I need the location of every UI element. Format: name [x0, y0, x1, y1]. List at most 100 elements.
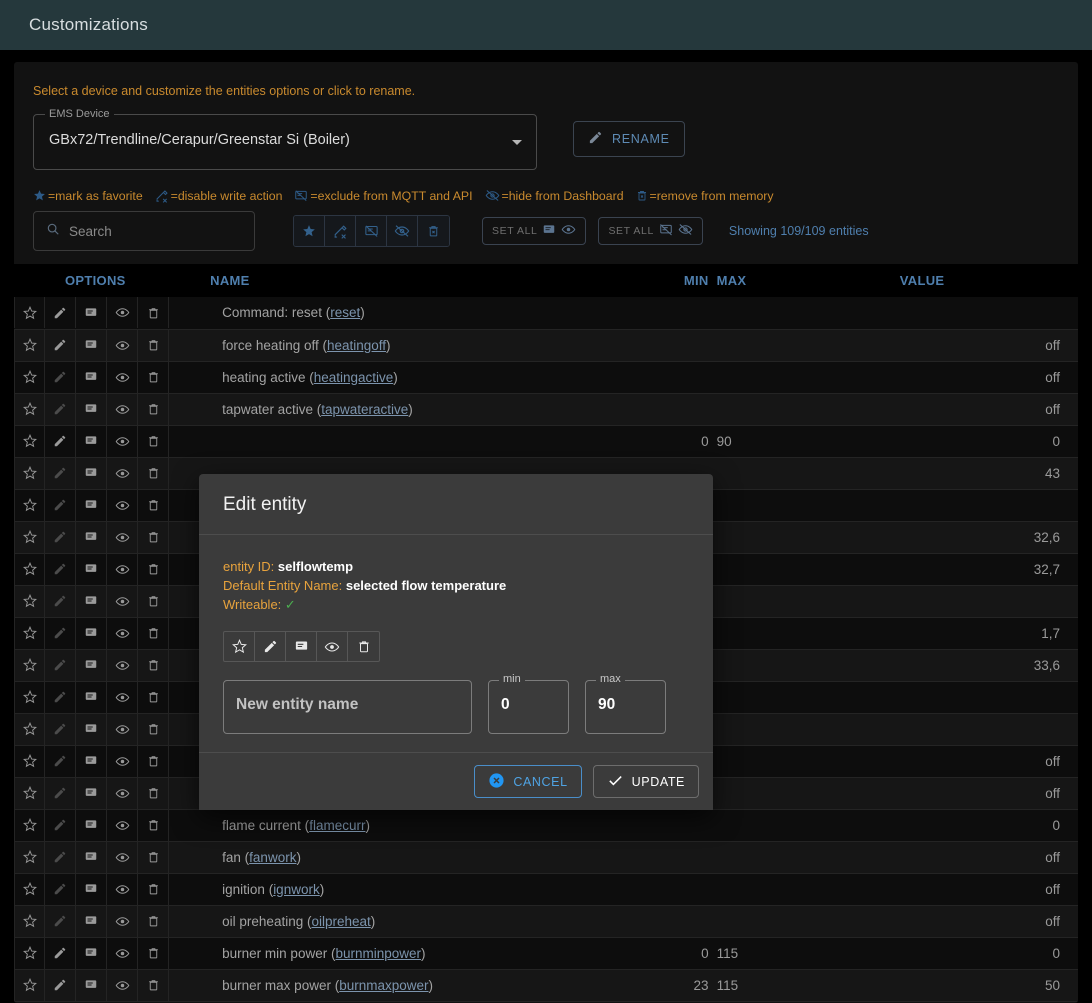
row-delete-button[interactable] — [138, 393, 169, 425]
row-favorite-button[interactable] — [14, 649, 45, 681]
row-visibility-button[interactable] — [107, 329, 138, 361]
row-delete-button[interactable] — [138, 745, 169, 777]
rename-button[interactable]: RENAME — [573, 121, 685, 157]
set-all-hide-button[interactable]: SET ALL — [598, 217, 703, 245]
row-visibility-button[interactable] — [107, 841, 138, 873]
row-delete-button[interactable] — [138, 553, 169, 585]
row-edit-button[interactable] — [45, 521, 76, 553]
table-row[interactable]: heating active (heatingactive) off — [14, 361, 1078, 394]
row-edit-button[interactable] — [45, 777, 76, 809]
column-header-name[interactable]: NAME — [210, 264, 574, 297]
row-comment-button[interactable] — [76, 393, 107, 425]
row-favorite-button[interactable] — [14, 841, 45, 873]
row-comment-button[interactable] — [76, 457, 107, 489]
table-row[interactable]: 0 90 0 — [14, 425, 1078, 458]
row-edit-button[interactable] — [45, 713, 76, 745]
min-field[interactable]: min 0 — [488, 673, 569, 734]
set-all-show-button[interactable]: SET ALL — [482, 217, 587, 245]
table-row[interactable]: oil preheating (oilpreheat) off — [14, 905, 1078, 938]
row-edit-button[interactable] — [45, 681, 76, 713]
dialog-edit-button[interactable] — [255, 632, 286, 661]
set-all-favorite-button[interactable] — [294, 216, 325, 246]
row-favorite-button[interactable] — [14, 745, 45, 777]
row-delete-button[interactable] — [138, 489, 169, 521]
row-edit-button[interactable] — [45, 297, 76, 329]
table-row[interactable]: force heating off (heatingoff) off — [14, 329, 1078, 362]
table-row[interactable]: burner min power (burnminpower) 0 115 0 — [14, 937, 1078, 970]
column-header-max[interactable]: MAX — [716, 264, 800, 297]
dialog-delete-button[interactable] — [348, 632, 379, 661]
row-visibility-button[interactable] — [107, 809, 138, 841]
row-edit-button[interactable] — [45, 873, 76, 905]
row-comment-button[interactable] — [76, 873, 107, 905]
row-favorite-button[interactable] — [14, 713, 45, 745]
row-name-cell[interactable]: burner max power (burnmaxpower) — [210, 969, 574, 1002]
column-header-min[interactable]: MIN — [573, 264, 717, 297]
row-visibility-button[interactable] — [107, 425, 138, 457]
row-delete-button[interactable] — [138, 841, 169, 873]
row-visibility-button[interactable] — [107, 521, 138, 553]
row-delete-button[interactable] — [138, 361, 169, 393]
row-favorite-button[interactable] — [14, 489, 45, 521]
row-comment-button[interactable] — [76, 905, 107, 937]
row-entity-id[interactable]: burnmaxpower — [339, 977, 429, 993]
row-edit-button[interactable] — [45, 841, 76, 873]
row-comment-button[interactable] — [76, 681, 107, 713]
row-entity-id[interactable]: oilpreheat — [311, 913, 371, 929]
row-visibility-button[interactable] — [107, 777, 138, 809]
row-visibility-button[interactable] — [107, 873, 138, 905]
update-button[interactable]: UPDATE — [592, 765, 699, 798]
device-select[interactable]: EMS Device GBx72/Trendline/Cerapur/Green… — [33, 108, 537, 170]
row-delete-button[interactable] — [138, 329, 169, 361]
row-delete-button[interactable] — [138, 809, 169, 841]
row-entity-id[interactable]: heatingoff — [326, 337, 387, 353]
row-favorite-button[interactable] — [14, 969, 45, 1001]
cancel-button[interactable]: CANCEL — [474, 765, 582, 798]
dialog-comment-button[interactable] — [286, 632, 317, 661]
table-row[interactable]: burner max power (burnmaxpower) 23 115 50 — [14, 969, 1078, 1002]
row-name-cell[interactable]: force heating off (heatingoff) — [210, 329, 574, 362]
row-visibility-button[interactable] — [107, 681, 138, 713]
row-delete-button[interactable] — [138, 873, 169, 905]
row-edit-button[interactable] — [45, 553, 76, 585]
row-comment-button[interactable] — [76, 937, 107, 969]
row-name-cell[interactable]: burner min power (burnminpower) — [210, 937, 574, 970]
row-comment-button[interactable] — [76, 521, 107, 553]
chevron-down-icon[interactable] — [512, 140, 522, 145]
row-name-cell[interactable]: flame current (flamecurr) — [210, 809, 574, 842]
row-visibility-button[interactable] — [107, 713, 138, 745]
row-comment-button[interactable] — [76, 841, 107, 873]
table-row[interactable]: ignition (ignwork) off — [14, 873, 1078, 906]
row-delete-button[interactable] — [138, 969, 169, 1001]
row-visibility-button[interactable] — [107, 489, 138, 521]
row-edit-button[interactable] — [45, 809, 76, 841]
row-name-cell[interactable]: fan (fanwork) — [210, 841, 574, 874]
row-comment-button[interactable] — [76, 713, 107, 745]
row-name-cell[interactable]: oil preheating (oilpreheat) — [210, 905, 574, 938]
row-edit-button[interactable] — [45, 937, 76, 969]
row-delete-button[interactable] — [138, 681, 169, 713]
row-entity-id[interactable]: fanwork — [249, 849, 297, 865]
set-all-eye-off-button[interactable] — [387, 216, 418, 246]
row-delete-button[interactable] — [138, 905, 169, 937]
row-comment-button[interactable] — [76, 361, 107, 393]
table-row[interactable]: flame current (flamecurr) 0 — [14, 809, 1078, 842]
row-entity-id[interactable]: tapwateractive — [321, 401, 409, 417]
row-name-cell[interactable] — [210, 425, 574, 458]
row-name-cell[interactable]: tapwater active (tapwateractive) — [210, 393, 574, 426]
row-delete-button[interactable] — [138, 297, 169, 329]
row-comment-button[interactable] — [76, 585, 107, 617]
row-delete-button[interactable] — [138, 585, 169, 617]
dialog-favorite-button[interactable] — [224, 632, 255, 661]
row-delete-button[interactable] — [138, 457, 169, 489]
row-visibility-button[interactable] — [107, 585, 138, 617]
row-delete-button[interactable] — [138, 777, 169, 809]
new-entity-name-field[interactable]: New entity name — [223, 680, 472, 734]
row-comment-button[interactable] — [76, 969, 107, 1001]
row-name-cell[interactable]: heating active (heatingactive) — [210, 361, 574, 394]
row-favorite-button[interactable] — [14, 457, 45, 489]
table-row[interactable]: tapwater active (tapwateractive) off — [14, 393, 1078, 426]
search-input[interactable]: Search — [33, 211, 255, 251]
row-comment-button[interactable] — [76, 329, 107, 361]
row-edit-button[interactable] — [45, 585, 76, 617]
